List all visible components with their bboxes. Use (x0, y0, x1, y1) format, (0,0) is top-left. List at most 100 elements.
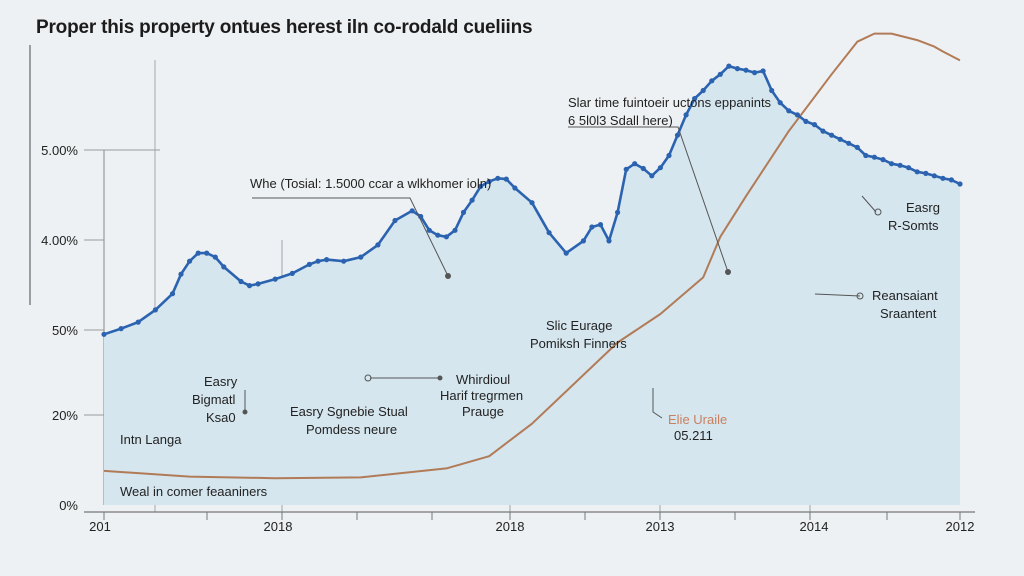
blue-data-point (435, 232, 441, 238)
annotation-weal: Weal in comer feaaniners (120, 484, 268, 499)
blue-data-point (640, 165, 646, 172)
blue-data-point (957, 181, 963, 187)
annotation-marker-whirdl-end (437, 375, 443, 381)
blue-data-point (212, 254, 218, 260)
y-tick-label: 0% (59, 498, 78, 513)
blue-data-point (914, 169, 920, 175)
blue-data-point (315, 258, 321, 264)
blue-data-point (837, 136, 843, 142)
blue-data-point (452, 227, 458, 233)
blue-data-point (306, 261, 312, 267)
blue-data-point (426, 227, 432, 233)
y-tick-label: 4.00% (41, 233, 78, 248)
annotation-slic1: Slic Eurage (546, 318, 612, 333)
blue-data-point (709, 78, 715, 84)
annotation-marker-easry-kit (242, 409, 248, 415)
blue-data-point (623, 166, 629, 172)
annotation-easry-kit2: Bigmatl (192, 392, 235, 407)
blue-data-point (460, 209, 467, 215)
blue-data-point (829, 132, 835, 138)
blue-data-point (478, 183, 484, 189)
blue-data-point (863, 152, 869, 159)
blue-series-area (104, 66, 960, 505)
blue-data-point (272, 276, 278, 282)
blue-data-point (255, 281, 261, 287)
blue-data-point (358, 254, 364, 260)
blue-data-point (118, 326, 124, 332)
annotation-leader-elie (652, 388, 663, 419)
blue-data-point (289, 270, 295, 276)
annotation-intn: Intn Langa (120, 432, 182, 447)
annotation-easy-sig1: Easry Sgnebie Stual (290, 404, 408, 419)
blue-data-point (683, 112, 689, 118)
blue-data-point (700, 87, 706, 94)
x-tick-label: 2012 (946, 519, 975, 534)
blue-data-point (649, 173, 655, 179)
annotation-marker-reansi (856, 292, 864, 300)
annotation-whe: Whe (Tosial: 1.5000 ccar a wlkhomer ioln… (250, 176, 491, 191)
blue-data-point (409, 208, 415, 214)
annotation-marker-whirdl (364, 374, 372, 382)
blue-data-point (632, 161, 638, 167)
annotation-leader-whe (252, 197, 449, 277)
blue-data-point (341, 258, 347, 264)
annotation-easry-kit3: Ksa0 (206, 410, 236, 425)
annotation-reansi2: Sraantent (880, 306, 937, 321)
blue-data-point (615, 209, 621, 215)
blue-data-point (135, 319, 141, 325)
x-tick-label: 2018 (496, 519, 525, 534)
blue-data-point (940, 175, 946, 181)
annotation-easy-sig2: Pomdess neure (306, 422, 397, 437)
blue-data-point (846, 140, 852, 146)
blue-data-point (717, 71, 723, 77)
annotation-whirdl1: Whirdioul (456, 372, 510, 387)
blue-data-point (392, 217, 398, 224)
x-tick-label: 2014 (800, 519, 829, 534)
blue-data-point (674, 132, 681, 138)
x-tick-label: 2018 (264, 519, 293, 534)
blue-data-point (734, 66, 741, 72)
blue-data-point (324, 257, 330, 263)
annotation-star1: Slar time fuintoeir uctons eppanints (568, 95, 772, 110)
y-tick-label: 50% (52, 323, 78, 338)
annotation-star2: 6 5l0l3 Sdall here) (568, 113, 673, 128)
blue-data-point (495, 175, 501, 181)
blue-data-point (512, 185, 518, 191)
blue-data-point (195, 250, 201, 256)
blue-data-point (486, 178, 492, 185)
blue-data-point (897, 162, 903, 168)
blue-data-point (931, 173, 937, 179)
blue-data-point (187, 258, 193, 264)
blue-data-point (246, 283, 253, 289)
blue-data-point (169, 291, 176, 297)
annotation-easry-kit1: Easry (204, 374, 238, 389)
annotation-leader-star (568, 126, 729, 273)
blue-data-point (666, 152, 672, 159)
blue-data-point (871, 154, 878, 160)
annotation-slic2: Pomiksh Finners (530, 336, 627, 351)
annotation-whirdl3: Prauge (462, 404, 504, 419)
annotation-whirdl2: Harif tregrmen (440, 388, 523, 403)
blue-data-point (238, 278, 244, 285)
blue-data-point (529, 200, 535, 206)
blue-data-point (923, 170, 929, 176)
blue-data-point (726, 63, 732, 69)
blue-data-point (503, 176, 509, 182)
blue-data-point (692, 96, 698, 102)
blue-data-point (854, 144, 860, 150)
blue-data-point (469, 197, 475, 203)
annotation-easy-somts2: R-Somts (888, 218, 939, 233)
y-tick-label: 5.00% (41, 143, 78, 158)
blue-data-point (657, 165, 664, 171)
blue-data-point (375, 242, 381, 248)
blue-data-point (752, 70, 758, 76)
blue-data-point (546, 230, 552, 236)
blue-data-point (589, 224, 595, 230)
blue-data-point (811, 122, 818, 128)
blue-data-point (101, 331, 107, 337)
annotation-marker-easy-somts (874, 208, 882, 216)
blue-data-point (152, 307, 158, 313)
chart-title: Proper this property ontues herest iln c… (36, 17, 533, 38)
blue-data-point (803, 118, 809, 124)
